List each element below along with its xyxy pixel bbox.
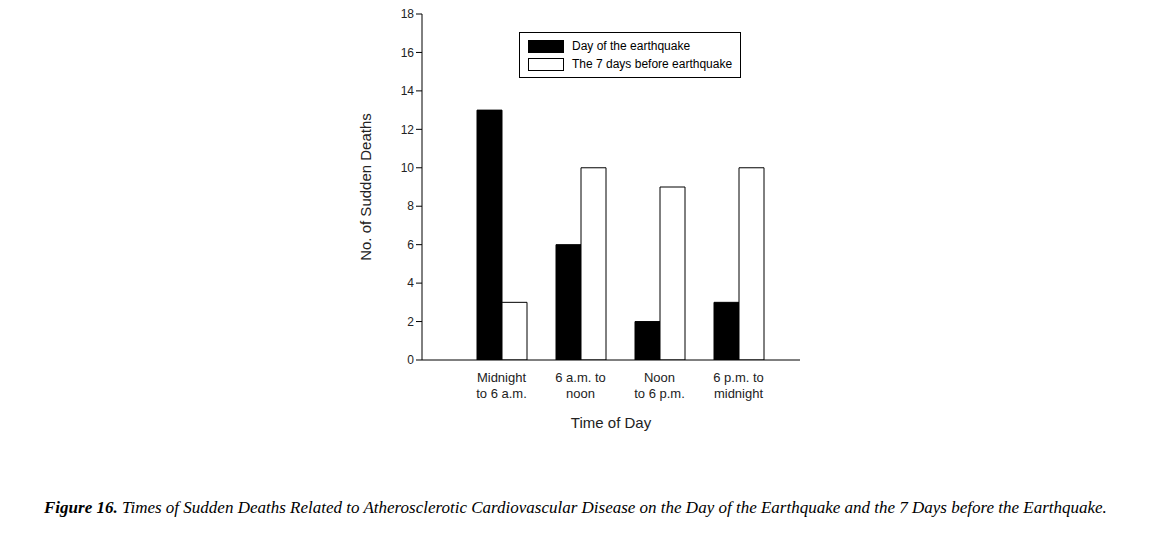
svg-text:10: 10 bbox=[401, 161, 415, 175]
svg-text:6 a.m. tonoon: 6 a.m. tonoon bbox=[555, 370, 606, 401]
html-text:Figure 16. Times of Sudden Dea: Figure 16. Times of Sudden Deaths Relate… bbox=[44, 498, 1107, 517]
svg-text:18: 18 bbox=[401, 8, 415, 21]
svg-text:6: 6 bbox=[407, 238, 414, 252]
svg-text:2: 2 bbox=[407, 315, 414, 329]
svg-text:4: 4 bbox=[407, 276, 414, 290]
svg-text:6 p.m. tomidnight: 6 p.m. tomidnight bbox=[713, 370, 764, 401]
svg-text:14: 14 bbox=[401, 84, 415, 98]
svg-text:0: 0 bbox=[407, 353, 414, 367]
html-text:Day of the earthquake: Day of the earthquake bbox=[572, 39, 691, 53]
svg-text:8: 8 bbox=[407, 199, 414, 213]
svg-text:No. of Sudden Deaths: No. of Sudden Deaths bbox=[357, 113, 374, 261]
svg-text:Noonto 6 p.m.: Noonto 6 p.m. bbox=[634, 370, 685, 401]
svg-text:Midnightto 6 a.m.: Midnightto 6 a.m. bbox=[476, 370, 527, 401]
svg-text:16: 16 bbox=[401, 46, 415, 60]
html-text:The 7 days before earthquake: The 7 days before earthquake bbox=[572, 57, 733, 71]
svg-text:Time of Day: Time of Day bbox=[571, 414, 652, 431]
svg-text:12: 12 bbox=[401, 123, 415, 137]
